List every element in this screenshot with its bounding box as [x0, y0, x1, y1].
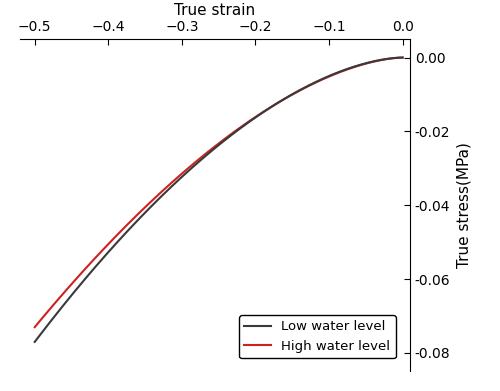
Low water level [400, 55, 406, 60]
X-axis label: True strain: True strain [174, 3, 256, 18]
Legend: Low water level, High water level: Low water level, High water level [239, 315, 396, 358]
Low water level [40, 328, 46, 333]
High water level [40, 314, 46, 319]
Low water level [180, 173, 186, 178]
Low water level [200, 155, 206, 160]
Low water level [98, 258, 104, 263]
High water level [200, 153, 206, 158]
Low water level [225, 135, 231, 140]
High water level [222, 136, 228, 140]
High water level [225, 134, 231, 139]
Low water level [222, 137, 228, 142]
Low water level [32, 339, 38, 344]
High water level [400, 55, 406, 60]
Line: High water level: High water level [34, 57, 402, 327]
High water level [32, 325, 38, 330]
High water level [180, 170, 186, 174]
High water level [98, 249, 104, 254]
Line: Low water level: Low water level [34, 57, 402, 342]
Y-axis label: True stress(MPa): True stress(MPa) [456, 142, 471, 268]
